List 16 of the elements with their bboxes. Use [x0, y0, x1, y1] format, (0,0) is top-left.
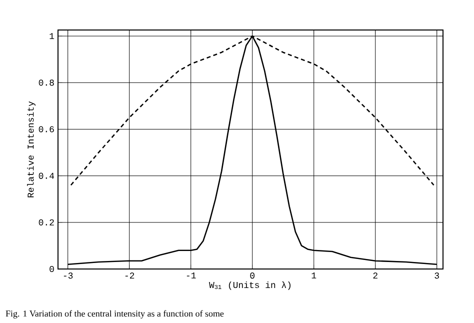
x-tick-label: 3: [434, 272, 439, 279]
y-axis-title: Relative Intensity: [27, 101, 36, 198]
x-tick-label: -3: [64, 272, 73, 279]
y-tick-label: 1: [50, 33, 54, 40]
x-tick-label: -2: [125, 272, 134, 279]
y-tick-label: 0: [50, 266, 54, 272]
x-tick-label: 2: [373, 272, 378, 279]
y-tick-label: 0.4: [38, 172, 54, 179]
y-tick-label: 0.6: [38, 126, 54, 132]
x-tick-label: -1: [186, 272, 196, 278]
y-tick-label: 0.2: [38, 219, 54, 226]
text: W$_{31}$ (Units in λ): [209, 281, 290, 290]
caption: Fig. 1 Variation of the central intensity as a function of some: [6, 310, 224, 318]
y-tick-label: 0.8: [38, 80, 54, 86]
x-tick-label: 1: [312, 272, 316, 278]
x-tick-label: 0: [250, 272, 254, 279]
